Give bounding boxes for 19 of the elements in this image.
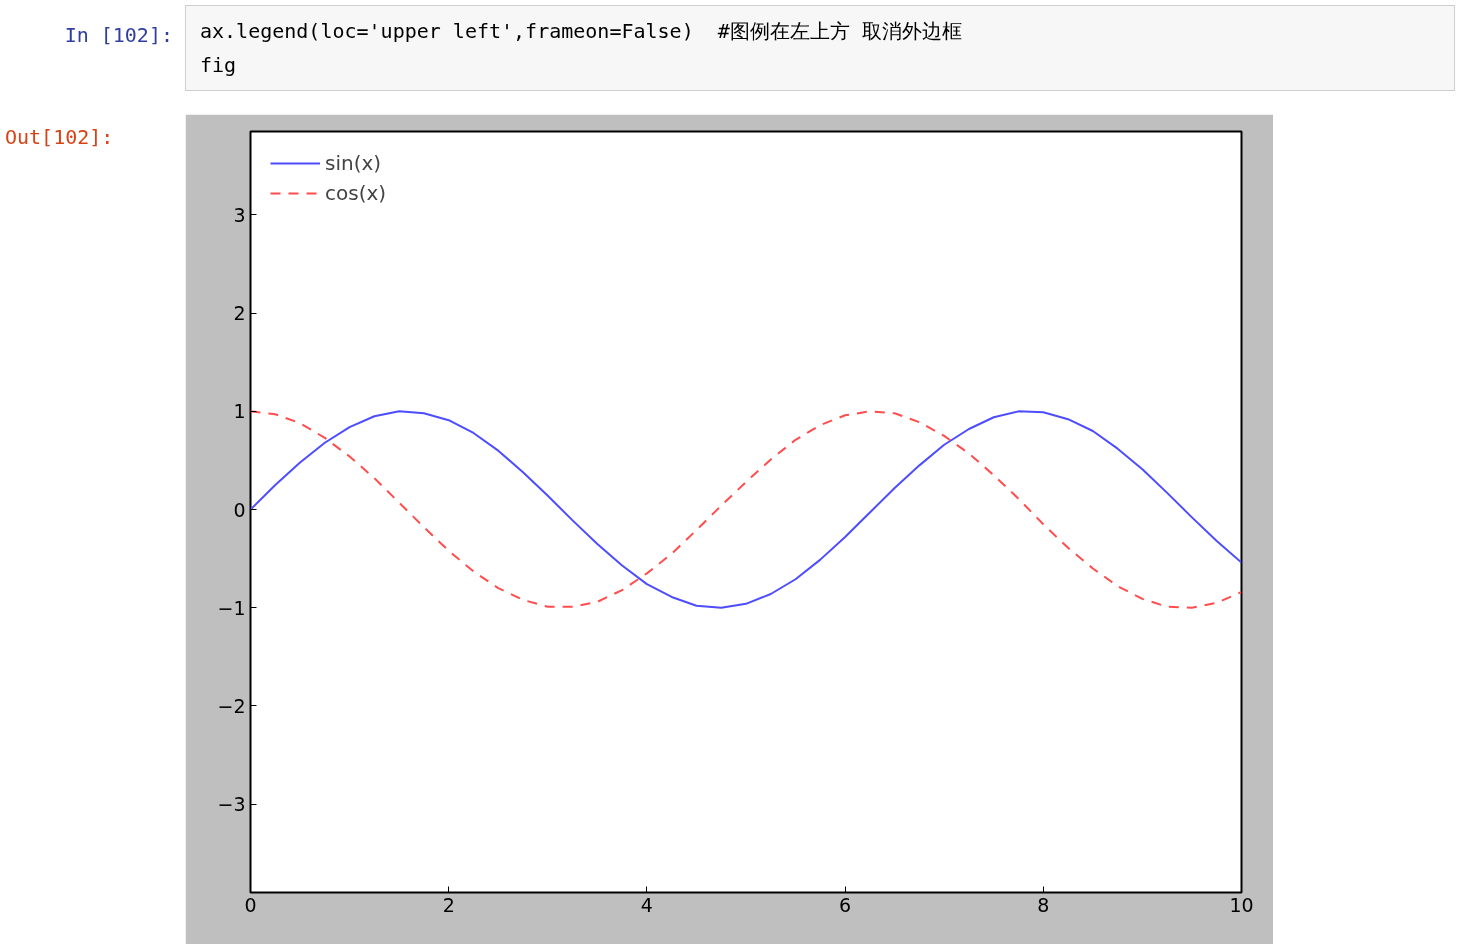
- x-tick-label: 10: [1229, 893, 1254, 916]
- x-tick-label: 2: [442, 893, 455, 916]
- text: ax.legend(loc='upper left',frameon=False) #图例在左上方 取消外边框: [200, 19, 962, 43]
- line-series: [250, 410, 1242, 609]
- y-tick-label: −2: [217, 694, 246, 717]
- y-tick-label: 2: [233, 302, 246, 325]
- text: In [102]:: [63, 22, 174, 49]
- x-tick-label: 8: [1037, 893, 1050, 916]
- legend-label: cos(x): [325, 181, 387, 205]
- y-tick-label: −1: [217, 596, 246, 619]
- y-tick-label: 3: [233, 203, 246, 226]
- x-tick-label: 4: [640, 893, 653, 916]
- x-tick-label: 6: [839, 893, 852, 916]
- y-tick-label: 1: [233, 400, 246, 423]
- legend-label: sin(x): [325, 151, 382, 175]
- y-tick-label: −3: [217, 793, 246, 816]
- text: fig: [200, 53, 237, 77]
- y-tick-label: 0: [233, 498, 246, 521]
- text: Out[102]:: [5, 124, 114, 151]
